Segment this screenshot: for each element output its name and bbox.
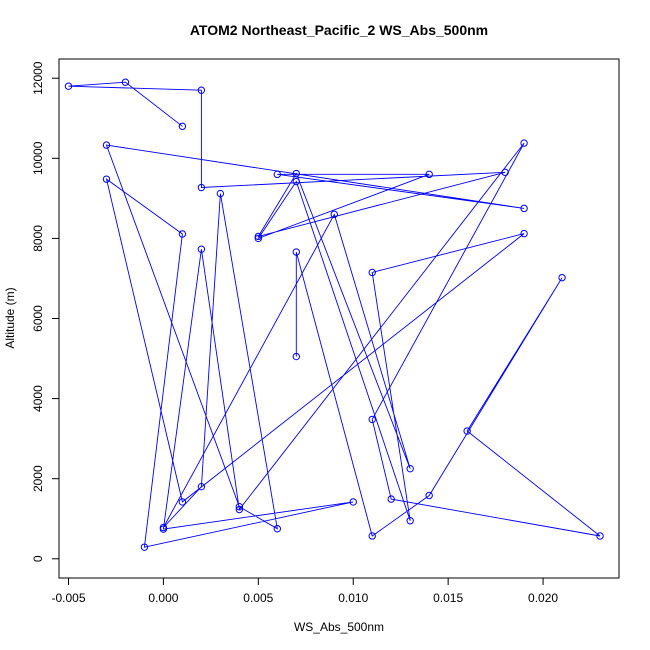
y-tick-label: 6000: [31, 305, 45, 332]
x-tick-label: 0.020: [528, 591, 558, 605]
data-points: [64, 78, 604, 551]
data-point: [292, 169, 300, 178]
data-point: [178, 122, 187, 130]
x-tick-label: -0.005: [51, 591, 85, 605]
data-point: [368, 415, 376, 424]
data-point: [387, 495, 395, 503]
data-point: [178, 498, 187, 506]
data-point: [235, 505, 244, 514]
data-point: [197, 183, 206, 192]
x-axis-label: WS_Abs_500nm: [294, 620, 384, 634]
data-point: [292, 352, 300, 361]
data-point: [558, 273, 566, 282]
data-point: [368, 268, 376, 277]
x-axis: -0.005 0.000 0.005 0.010 0.015 0.020: [51, 577, 558, 605]
data-point: [463, 427, 471, 435]
data-point: [273, 170, 282, 179]
series-line: [68, 81, 601, 548]
data-point: [501, 168, 509, 177]
data-point: [330, 210, 338, 219]
y-tick-label: 2000: [31, 465, 45, 492]
x-tick-label: 0.010: [338, 591, 368, 605]
data-point: [159, 525, 168, 533]
y-tick-label: 8000: [31, 225, 45, 252]
data-point: [520, 229, 528, 238]
data-point: [349, 498, 357, 506]
y-axis: 0 2000 4000 6000 8000 10000 12000: [31, 61, 60, 562]
x-tick-label: 0.000: [148, 591, 178, 605]
data-point: [520, 139, 528, 147]
data-point: [292, 248, 300, 256]
data-point: [197, 482, 206, 491]
data-point: [273, 525, 282, 533]
data-point: [406, 517, 414, 525]
plot-frame: [58, 58, 620, 579]
data-point: [254, 232, 263, 241]
x-tick-label: 0.015: [433, 591, 463, 605]
data-point: [121, 78, 130, 86]
data-point: [425, 170, 433, 179]
data-point: [178, 230, 187, 238]
data-point: [425, 491, 433, 500]
data-point: [140, 543, 149, 551]
data-point: [520, 204, 528, 213]
data-point: [102, 141, 111, 149]
data-point: [368, 532, 376, 540]
data-point: [254, 234, 263, 243]
data-point: [102, 175, 111, 183]
chart-title: ATOM2 Northeast_Pacific_2 WS_Abs_500nm: [190, 22, 488, 38]
data-point: [197, 86, 206, 94]
data-point: [406, 464, 414, 473]
y-tick-label: 4000: [31, 385, 45, 412]
y-tick-label: 10000: [31, 141, 45, 175]
y-tick-label: 12000: [31, 61, 45, 95]
data-point: [197, 245, 206, 253]
data-point: [64, 82, 73, 90]
data-point: [596, 532, 604, 540]
data-point: [235, 503, 244, 511]
data-point: [292, 177, 300, 186]
y-tick-label: 0: [31, 555, 45, 562]
x-tick-label: 0.005: [243, 591, 273, 605]
y-axis-label: Altitude (m): [3, 287, 17, 348]
data-point: [216, 189, 225, 198]
